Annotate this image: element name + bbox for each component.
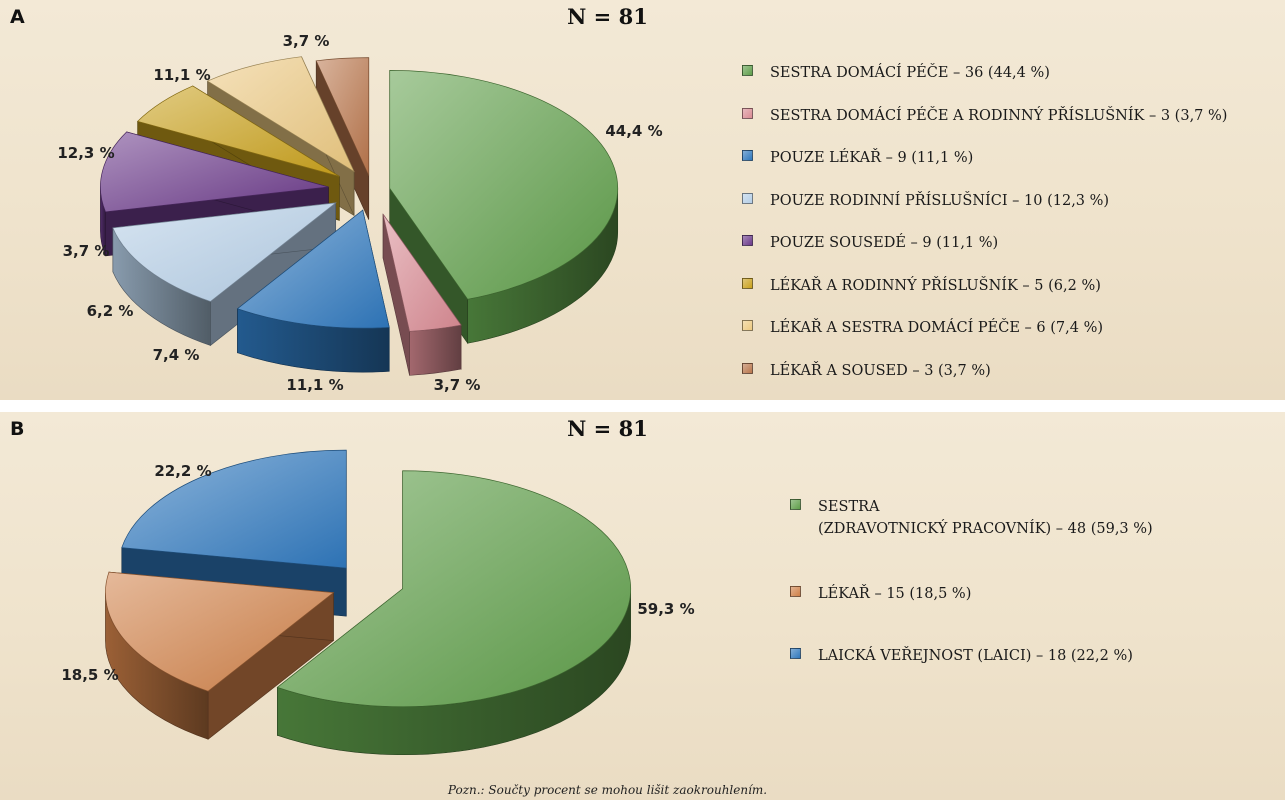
legend-swatch xyxy=(742,235,753,246)
legend-swatch xyxy=(742,363,753,374)
legend-label: SESTRA DOMÁCÍ PÉČE A RODINNÝ PŘÍSLUŠNÍK … xyxy=(770,108,1228,124)
legend-swatch xyxy=(742,193,753,204)
pie-slice xyxy=(276,470,631,756)
legend-label: SESTRA DOMÁCÍ PÉČE – 36 (44,4 %) xyxy=(770,65,1050,81)
slice-percent-label: 11,1 % xyxy=(153,66,210,84)
pie-slice xyxy=(105,571,335,740)
legend-swatch xyxy=(742,278,753,289)
chart-panel-a: A N = 81 44,4 % 3,7 % 11,1 % 12,3 % 3,7 % 6,2… xyxy=(0,0,1285,400)
legend-label: POUZE LÉKAŘ – 9 (11,1 %) xyxy=(770,150,974,166)
legend-b: SESTRA (ZDRAVOTNICKÝ PRACOVNÍK) – 48 (59,… xyxy=(790,496,1280,696)
legend-swatch xyxy=(790,648,801,659)
legend-swatch xyxy=(790,586,801,597)
legend-label: POUZE SOUSEDÉ – 9 (11,1 %) xyxy=(770,235,999,251)
legend-label: LÉKAŘ A RODINNÝ PŘÍSLUŠNÍK – 5 (6,2 %) xyxy=(770,278,1101,294)
slice-percent-label: 3,7 % xyxy=(283,32,330,50)
slice-percent-label: 7,4 % xyxy=(153,346,200,364)
slice-percent-label: 3,7 % xyxy=(434,376,481,394)
legend-label: LÉKAŘ A SOUSED – 3 (3,7 %) xyxy=(770,363,991,379)
slice-percent-label: 3,7 % xyxy=(63,242,110,260)
legend-swatch xyxy=(742,150,753,161)
legend-a: SESTRA DOMÁCÍ PÉČE – 36 (44,4 %) SESTRA D… xyxy=(742,62,1282,392)
legend-label: POUZE RODINNÍ PŘÍSLUŠNÍCI – 10 (12,3 %) xyxy=(770,193,1110,209)
chart-title: N = 81 xyxy=(567,4,648,29)
slice-percent-label: 12,3 % xyxy=(57,144,114,162)
slice-percent-label: 18,5 % xyxy=(61,666,118,684)
legend-swatch xyxy=(742,108,753,119)
slice-percent-label: 6,2 % xyxy=(87,302,134,320)
legend-label: LÉKAŘ – 15 (18,5 %) xyxy=(818,586,972,602)
slice-percent-label: 11,1 % xyxy=(286,376,343,394)
legend-swatch xyxy=(790,499,801,510)
legend-swatch xyxy=(742,65,753,76)
footnote: Pozn.: Součty procent se mohou lišit zao… xyxy=(447,783,768,797)
slice-percent-label: 22,2 % xyxy=(154,462,211,480)
slice-percent-label: 44,4 % xyxy=(605,122,662,140)
legend-label: LAICKÁ VEŘEJNOST (LAICI) – 18 (22,2 %) xyxy=(818,648,1133,664)
legend-label: LÉKAŘ A SESTRA DOMÁCÍ PÉČE – 6 (7,4 %) xyxy=(770,320,1104,336)
slice-percent-label: 59,3 % xyxy=(637,600,694,618)
chart-title: N = 81 xyxy=(567,416,648,441)
pie-chart-a: 44,4 % 3,7 % 11,1 % 12,3 % 3,7 % 6,2 % 7,4 % 11… xyxy=(57,32,662,394)
legend-label: SESTRA (ZDRAVOTNICKÝ PRACOVNÍK) – 48 (59,… xyxy=(818,499,1153,537)
pie-slice xyxy=(112,202,337,347)
pie-slice xyxy=(236,209,390,373)
panel-label: A xyxy=(10,6,25,28)
panel-label: B xyxy=(10,418,25,440)
chart-panel-b: B N = 81 59,3 % 18,5 % 22,2 % SESTRA (ZDRAV… xyxy=(0,412,1285,800)
pie-chart-b: 59,3 % 18,5 % 22,2 % xyxy=(61,449,695,756)
legend-swatch xyxy=(742,320,753,331)
pie-slice xyxy=(389,70,619,345)
pie-slice xyxy=(382,213,462,376)
